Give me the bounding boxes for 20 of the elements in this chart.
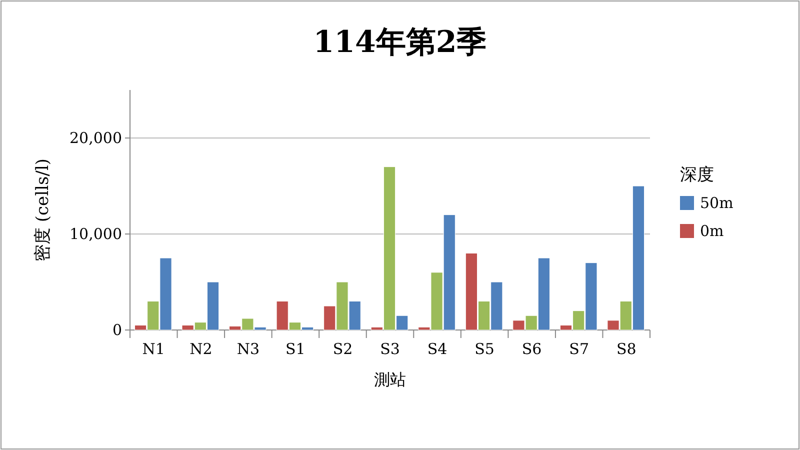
x-tick-label: S5 [474,340,494,358]
legend-title: 深度 [680,165,714,185]
x-tick-label: S1 [286,340,306,358]
x-tick-label: S4 [427,340,448,358]
chart-title: 114年第2季 [313,25,487,60]
y-tick-label: 20,000 [70,129,122,147]
x-tick-label: S8 [616,340,636,358]
x-axis-title: 測站 [374,370,406,389]
x-tick-label: S6 [522,340,542,358]
x-tick-label: S7 [569,340,590,358]
legend-label: 0m [700,222,724,240]
x-tick-label: S2 [332,340,353,358]
x-tick-label: N1 [142,340,165,358]
x-tick-label: N2 [190,340,212,358]
y-axis-title: 密度 (cells/l) [33,158,53,262]
legend-label: 50m [700,194,734,212]
x-tick-label: N3 [236,340,260,358]
x-tick-label: S3 [380,340,400,358]
y-tick-label: 10,000 [70,225,122,243]
y-tick-label: 0 [112,321,122,339]
